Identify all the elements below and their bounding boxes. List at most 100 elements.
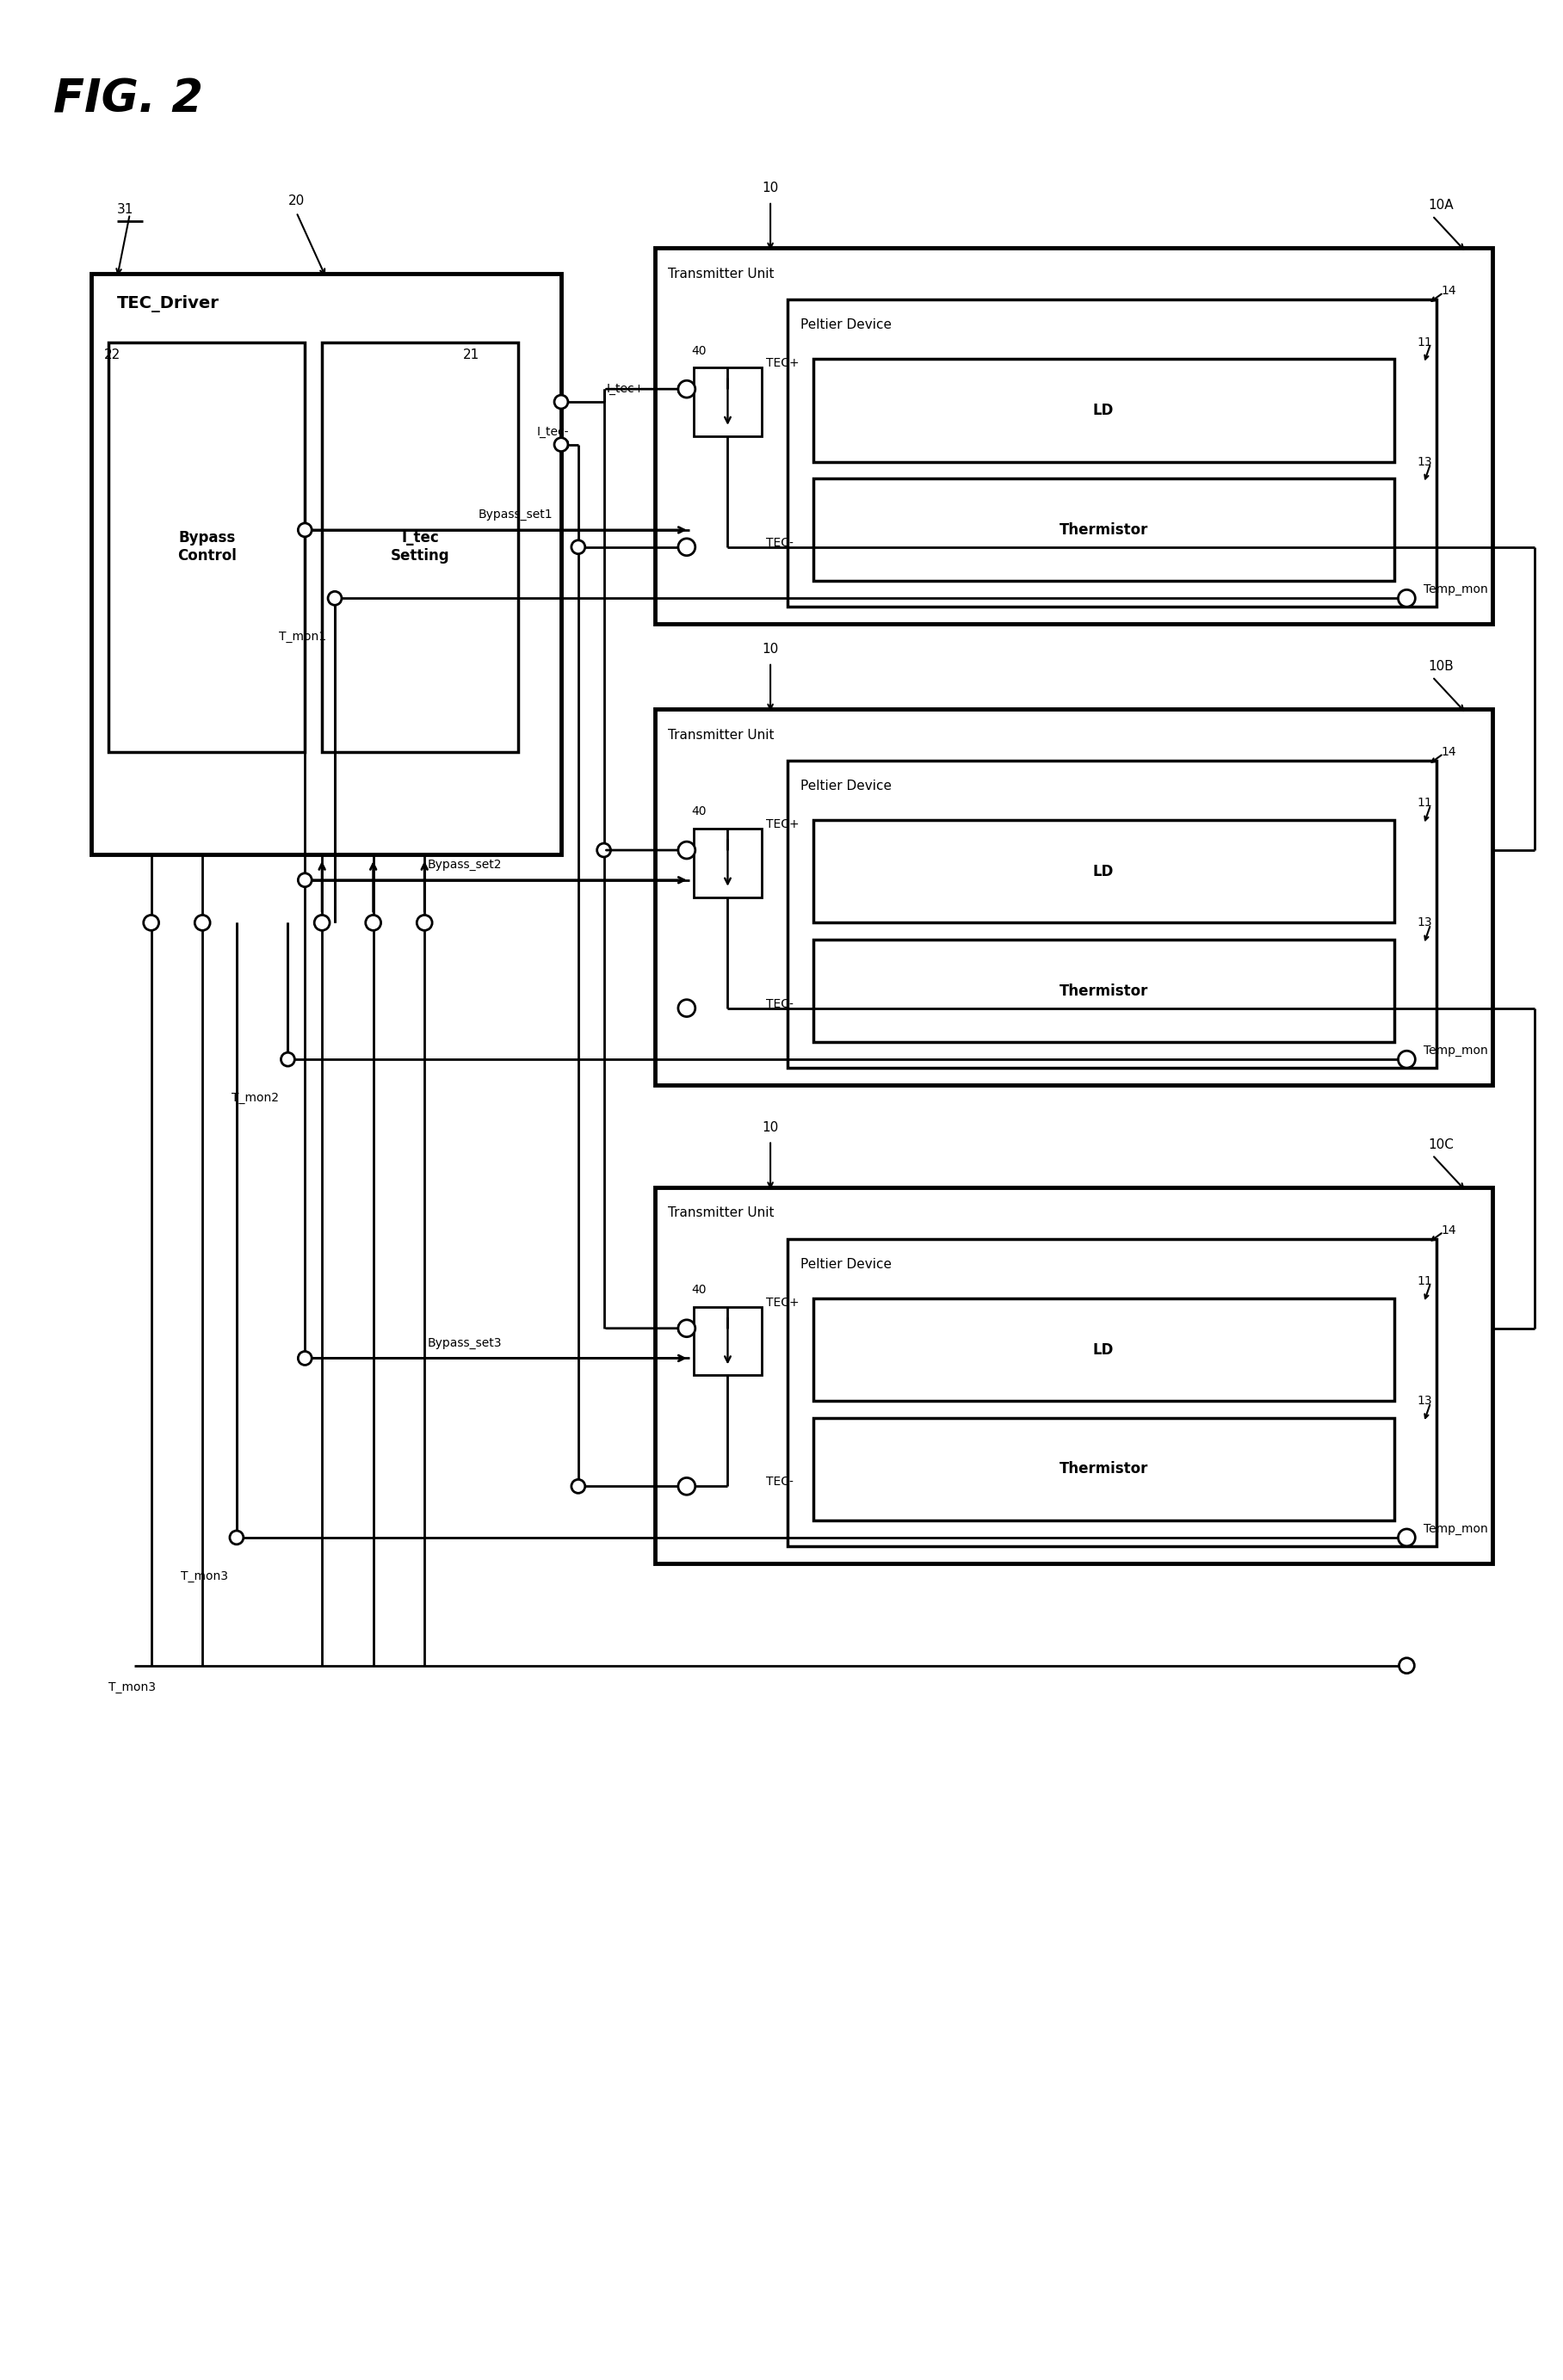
Text: T_mon1: T_mon1 [278, 631, 327, 643]
Circle shape [678, 843, 696, 859]
Circle shape [1399, 1659, 1415, 1673]
Circle shape [195, 914, 209, 931]
Bar [655, 248, 1493, 624]
Circle shape [678, 1321, 696, 1338]
Text: Peltier Device: Peltier Device [800, 781, 891, 793]
Bar [322, 343, 519, 752]
Text: 21: 21 [463, 347, 480, 362]
Bar [788, 1238, 1436, 1547]
Text: TEC+: TEC+ [766, 357, 799, 369]
Text: 14: 14 [1441, 745, 1457, 757]
Circle shape [1399, 1528, 1415, 1547]
Text: 10: 10 [763, 643, 778, 657]
Text: TEC-: TEC- [766, 997, 794, 1009]
Text: Bypass_set1: Bypass_set1 [478, 509, 553, 521]
Bar [813, 1418, 1394, 1521]
Text: TEC+: TEC+ [766, 819, 799, 831]
Circle shape [299, 524, 311, 538]
Bar [694, 1307, 761, 1376]
Text: 11: 11 [1418, 797, 1432, 809]
Bar [788, 762, 1436, 1069]
Text: 13: 13 [1418, 916, 1432, 928]
Text: 11: 11 [1418, 336, 1432, 347]
Text: TEC-: TEC- [766, 538, 794, 550]
Circle shape [572, 1480, 585, 1492]
Text: 10B: 10B [1429, 659, 1454, 674]
Text: Transmitter Unit: Transmitter Unit [667, 267, 774, 281]
Text: Transmitter Unit: Transmitter Unit [667, 1207, 774, 1219]
Text: I_tec+: I_tec+ [606, 383, 644, 395]
Bar [813, 478, 1394, 581]
Text: Transmitter Unit: Transmitter Unit [667, 728, 774, 740]
Circle shape [417, 914, 433, 931]
Text: Bypass_set2: Bypass_set2 [427, 859, 502, 871]
Text: 11: 11 [1418, 1276, 1432, 1288]
Text: Peltier Device: Peltier Device [800, 1259, 891, 1271]
Circle shape [597, 843, 611, 857]
Text: 13: 13 [1418, 1395, 1432, 1407]
Circle shape [281, 1052, 295, 1066]
Circle shape [299, 1352, 311, 1366]
Circle shape [1399, 1052, 1415, 1069]
Text: Bypass_set3: Bypass_set3 [427, 1338, 502, 1349]
Text: LD: LD [1093, 402, 1114, 419]
Text: 14: 14 [1441, 1223, 1457, 1235]
Text: 40: 40 [691, 1283, 706, 1297]
Text: Thermistor: Thermistor [1060, 1461, 1147, 1478]
Bar [91, 274, 561, 854]
Bar [813, 940, 1394, 1042]
Text: TEC+: TEC+ [766, 1297, 799, 1309]
Text: LD: LD [1093, 1342, 1114, 1357]
Text: T_mon2: T_mon2 [231, 1092, 280, 1104]
Text: T_mon3: T_mon3 [108, 1680, 156, 1692]
Bar [788, 300, 1436, 607]
Text: FIG. 2: FIG. 2 [53, 79, 203, 121]
Text: 14: 14 [1441, 286, 1457, 298]
Bar [813, 821, 1394, 923]
Bar [655, 709, 1493, 1085]
Bar [655, 1188, 1493, 1564]
Circle shape [555, 438, 567, 452]
Circle shape [299, 873, 311, 888]
Circle shape [230, 1530, 244, 1545]
Bar [694, 369, 761, 436]
Text: Temp_mon: Temp_mon [1424, 1045, 1488, 1057]
Text: Temp_mon: Temp_mon [1424, 1523, 1488, 1535]
Circle shape [555, 395, 567, 409]
Text: TEC_Driver: TEC_Driver [117, 295, 219, 312]
Text: 10C: 10C [1429, 1138, 1454, 1152]
Text: Temp_mon: Temp_mon [1424, 583, 1488, 595]
Circle shape [678, 381, 696, 397]
Text: T_mon3: T_mon3 [181, 1571, 228, 1583]
Circle shape [678, 1478, 696, 1495]
Text: I_tec
Setting: I_tec Setting [391, 531, 450, 564]
Text: 40: 40 [691, 807, 706, 819]
Bar [108, 343, 305, 752]
Text: 10: 10 [763, 1121, 778, 1135]
Bar [694, 828, 761, 897]
Text: TEC-: TEC- [766, 1476, 794, 1488]
Circle shape [314, 914, 330, 931]
Text: I_tec-: I_tec- [536, 426, 569, 438]
Circle shape [678, 538, 696, 555]
Circle shape [1399, 590, 1415, 607]
Text: LD: LD [1093, 864, 1114, 878]
Text: 22: 22 [105, 347, 120, 362]
Text: Thermistor: Thermistor [1060, 521, 1147, 538]
Circle shape [366, 914, 381, 931]
Text: 10: 10 [763, 181, 778, 195]
Text: Bypass
Control: Bypass Control [177, 531, 236, 564]
Circle shape [328, 593, 342, 605]
Text: 10A: 10A [1429, 200, 1454, 212]
Bar [813, 359, 1394, 462]
Text: 20: 20 [288, 195, 305, 207]
Text: Peltier Device: Peltier Device [800, 319, 891, 331]
Bar [813, 1299, 1394, 1402]
Text: 13: 13 [1418, 455, 1432, 469]
Text: 31: 31 [117, 202, 134, 217]
Circle shape [678, 1000, 696, 1016]
Circle shape [572, 540, 585, 555]
Text: 40: 40 [691, 345, 706, 357]
Text: Thermistor: Thermistor [1060, 983, 1147, 1000]
Circle shape [144, 914, 159, 931]
